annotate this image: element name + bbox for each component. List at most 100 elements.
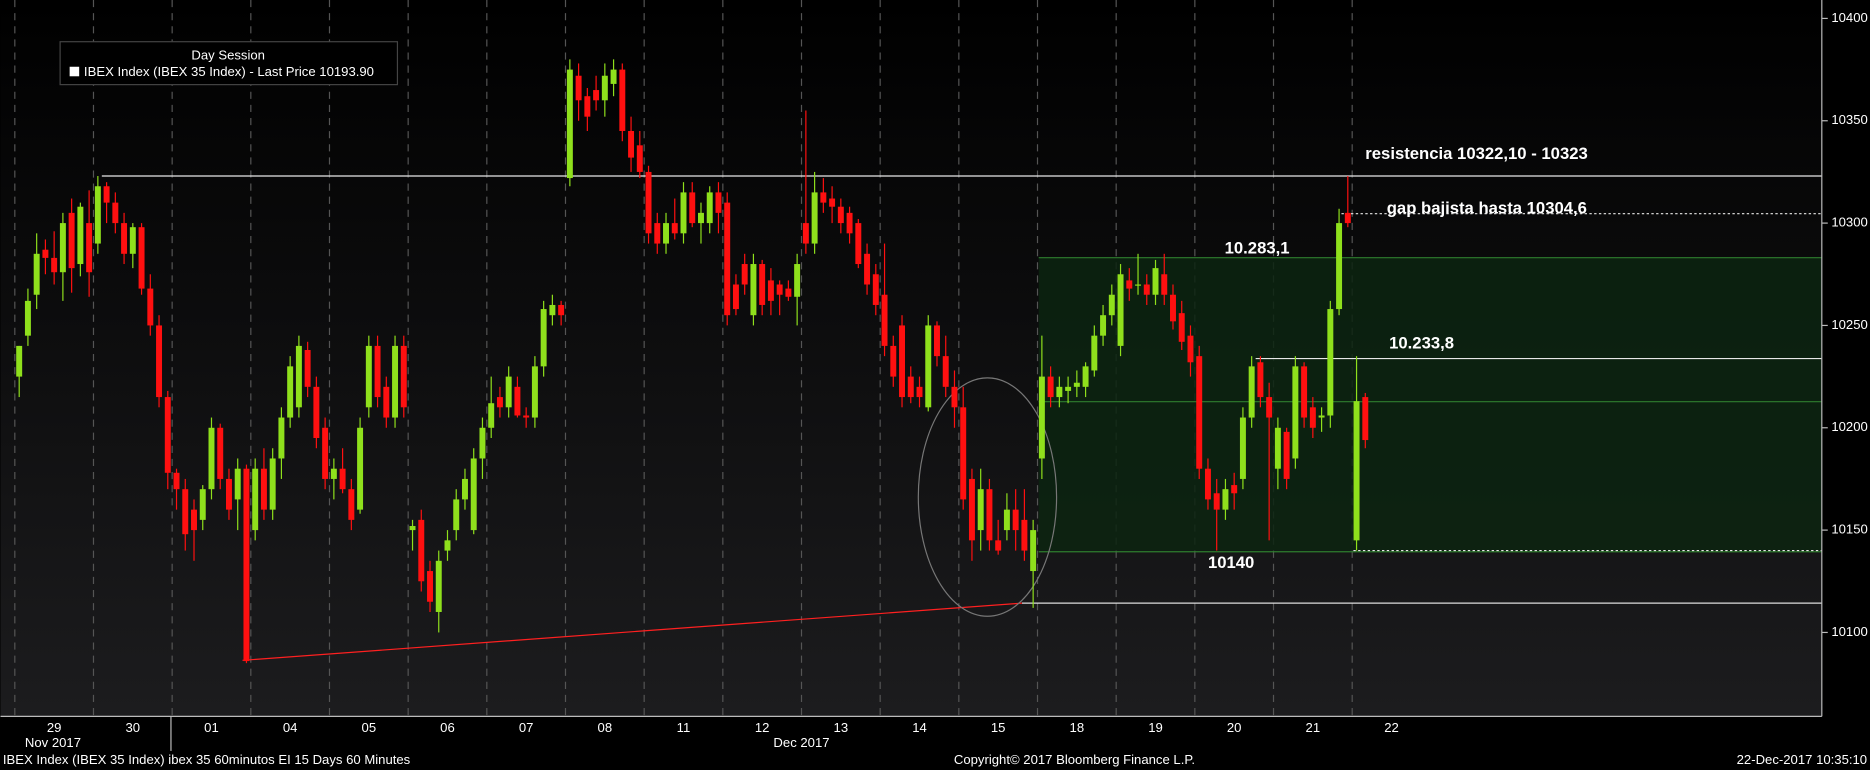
candle-body xyxy=(916,386,923,398)
candle-body xyxy=(129,227,136,254)
candle-body xyxy=(881,294,888,346)
x-tick-label: 22 xyxy=(1384,720,1399,735)
month-label: Nov 2017 xyxy=(25,735,81,750)
candle-body xyxy=(427,571,433,602)
highlight-ellipse xyxy=(917,377,1058,617)
candle-body xyxy=(383,386,390,418)
candle-body xyxy=(995,540,1002,551)
candle-body xyxy=(156,325,163,398)
candle-body xyxy=(199,489,206,520)
x-tick-label: 06 xyxy=(440,720,455,735)
footer: IBEX Index (IBEX 35 Index) ibex 35 60min… xyxy=(3,752,411,767)
candle-body xyxy=(540,309,547,367)
candle-body xyxy=(348,489,355,520)
candle-body xyxy=(1143,284,1150,295)
x-tick-label: 01 xyxy=(204,720,219,735)
y-tick-label: 10400 xyxy=(1831,10,1867,25)
candle-body xyxy=(470,458,477,531)
candle-body xyxy=(339,468,346,490)
candle-body xyxy=(1152,268,1159,295)
candle-body xyxy=(461,478,468,500)
candle-body xyxy=(636,145,643,172)
candle-body xyxy=(496,397,503,408)
x-tick-label: 13 xyxy=(834,720,849,735)
candle-body xyxy=(1161,274,1168,295)
candle-body xyxy=(1196,356,1203,469)
candle-body xyxy=(94,186,101,244)
candle-body xyxy=(890,345,897,377)
trend-line xyxy=(242,602,1023,661)
candle-body xyxy=(392,345,399,418)
x-tick-label: 14 xyxy=(912,720,927,735)
candle-body xyxy=(1292,366,1299,459)
candle-body xyxy=(409,526,416,531)
candle-body xyxy=(864,253,871,285)
candle-body xyxy=(1073,382,1080,387)
candle-body xyxy=(986,489,993,541)
candle-body xyxy=(103,186,110,203)
candle-body xyxy=(942,356,949,387)
candle-body xyxy=(1257,362,1264,398)
candle-body xyxy=(645,171,652,234)
candle-body xyxy=(601,75,608,101)
candle-body xyxy=(1117,274,1124,346)
x-tick-label: 05 xyxy=(362,720,377,735)
month-label: Dec 2017 xyxy=(773,735,829,750)
candle-body xyxy=(1283,431,1290,479)
candle-body xyxy=(24,300,31,336)
x-tick-label: 08 xyxy=(598,720,613,735)
candle-body xyxy=(453,499,460,531)
candle-body xyxy=(820,192,827,203)
candle-body xyxy=(1187,335,1194,363)
candle-body xyxy=(663,223,669,244)
candle-body xyxy=(1012,509,1019,531)
x-tick-label: 29 xyxy=(47,720,62,735)
candle-body xyxy=(1301,366,1308,418)
candle-body xyxy=(488,403,495,428)
x-tick-label: 15 xyxy=(991,720,1006,735)
candle-body xyxy=(330,468,337,479)
candle-body xyxy=(1266,397,1273,418)
legend-swatch xyxy=(69,66,80,77)
candle-body xyxy=(505,376,512,408)
candle-body xyxy=(164,397,171,473)
candle-body xyxy=(42,249,49,258)
y-tick-label: 10200 xyxy=(1831,419,1867,434)
candle-body xyxy=(51,257,58,273)
candle-body xyxy=(1231,485,1238,494)
x-tick-label: 30 xyxy=(126,720,141,735)
candle-body xyxy=(1091,335,1098,371)
candle-body xyxy=(304,349,311,387)
candle-body xyxy=(217,427,224,479)
candle-body xyxy=(287,366,294,418)
candle-body xyxy=(191,509,197,531)
candle-body xyxy=(846,212,853,234)
candle-body xyxy=(523,415,530,418)
candle-body xyxy=(593,90,600,101)
candle-body xyxy=(855,223,862,265)
candle-body xyxy=(549,304,556,316)
candle-body xyxy=(811,192,818,244)
candle-body xyxy=(741,264,748,285)
y-tick-label: 10250 xyxy=(1831,317,1867,332)
candle-body xyxy=(1038,376,1045,459)
candle-body xyxy=(1047,376,1054,398)
candle-body xyxy=(479,427,486,459)
candle-body xyxy=(514,386,521,416)
candle-body xyxy=(278,417,285,459)
y-tick-label: 10150 xyxy=(1831,522,1867,537)
candle-body xyxy=(671,223,678,234)
candle-body xyxy=(689,192,696,224)
x-tick-label: 19 xyxy=(1148,720,1163,735)
candle-body xyxy=(1003,509,1010,531)
legend-box xyxy=(59,41,399,86)
candle-body xyxy=(418,519,425,582)
candle-body xyxy=(374,345,381,398)
annotation-label: 10.283,1 xyxy=(1225,239,1290,258)
candle-body xyxy=(785,288,792,297)
candle-body xyxy=(313,386,320,439)
annotation-label: gap bajista hasta 10304,6 xyxy=(1387,198,1587,217)
candle-body xyxy=(1336,223,1343,310)
candle-body xyxy=(1239,417,1246,479)
